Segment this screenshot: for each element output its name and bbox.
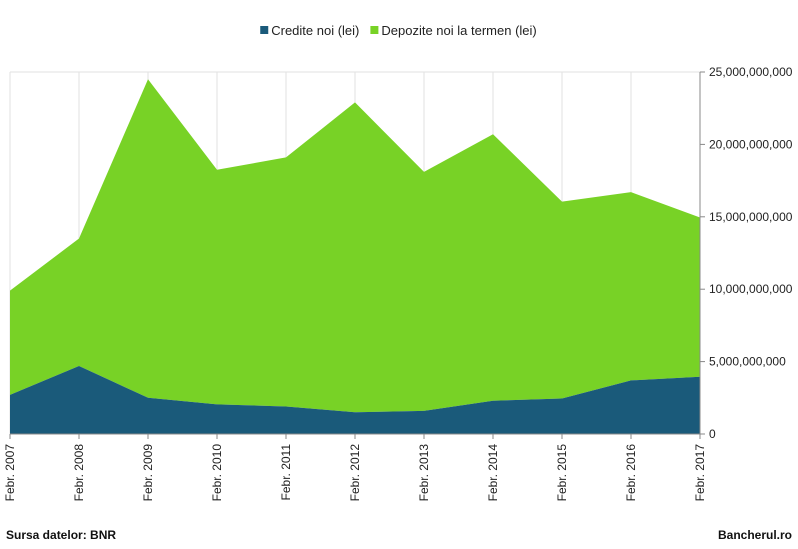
legend-swatch xyxy=(370,26,379,34)
x-tick-label: Febr. 2016 xyxy=(624,444,638,502)
legend-swatch xyxy=(260,26,269,34)
x-tick-label: Febr. 2012 xyxy=(348,444,362,502)
area-depozite xyxy=(10,79,700,413)
y-tick-label: 0 xyxy=(709,427,716,441)
legend-label: Depozite noi la termen (lei) xyxy=(381,23,536,38)
source-note: Sursa datelor: BNR xyxy=(6,528,117,542)
x-tick-label: Febr. 2014 xyxy=(486,444,500,502)
legend-label: Credite noi (lei) xyxy=(271,23,359,38)
x-tick-label: Febr. 2008 xyxy=(72,444,86,502)
y-tick-label: 15,000,000,000 xyxy=(709,210,793,224)
brand-watermark: Bancherul.ro xyxy=(717,528,792,542)
area-credite xyxy=(10,365,700,434)
x-tick-label: Febr. 2017 xyxy=(693,444,707,502)
x-tick-label: Febr. 2009 xyxy=(141,444,155,502)
y-tick-label: 25,000,000,000 xyxy=(709,65,793,79)
x-tick-label: Febr. 2015 xyxy=(555,444,569,502)
axes xyxy=(9,71,705,439)
x-tick-label: Febr. 2013 xyxy=(417,444,431,502)
x-tick-labels: Febr. 2007 Febr. 2008 Febr. 2009 Febr. 2010… xyxy=(3,444,707,502)
y-tick-labels: 0 5,000,000,000 10,000,000,000 15,000,000,0… xyxy=(709,65,793,441)
y-tick-label: 5,000,000,000 xyxy=(709,355,786,369)
y-tick-label: 10,000,000,000 xyxy=(709,282,793,296)
y-tick-label: 20,000,000,000 xyxy=(709,137,793,151)
x-tick-label: Febr. 2007 xyxy=(3,444,17,502)
x-tick-label: Febr. 2011 xyxy=(279,444,293,501)
legend: Credite noi (lei) Depozite noi la termen … xyxy=(260,23,537,38)
areas xyxy=(10,79,700,434)
x-tick-label: Febr. 2010 xyxy=(210,444,224,502)
